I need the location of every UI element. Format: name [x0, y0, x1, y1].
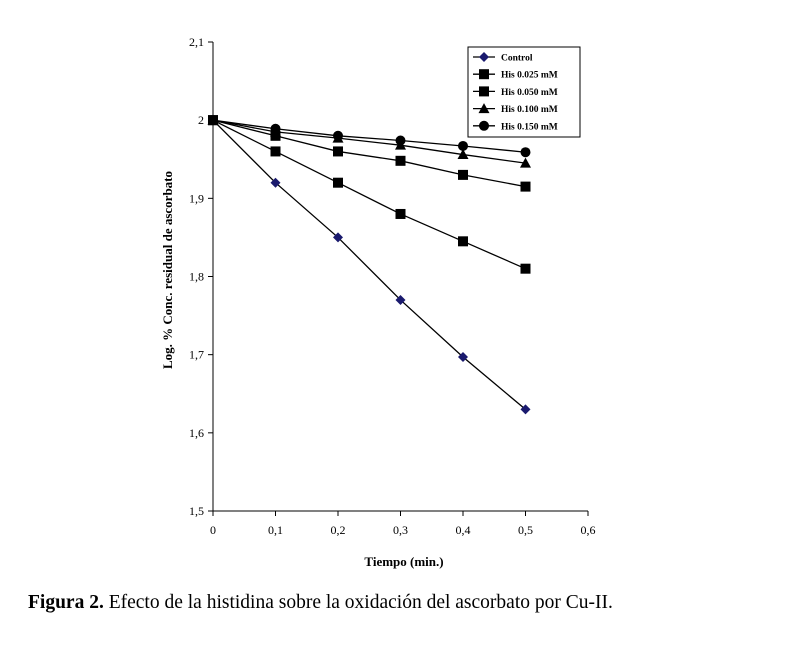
- data-point: [270, 123, 281, 134]
- data-point: [520, 263, 531, 274]
- data-point: [458, 169, 468, 180]
- legend-label: His 0.150 mM: [501, 122, 558, 132]
- series-line: [212, 119, 526, 153]
- data-point: [520, 181, 531, 192]
- line-chart: 1,5 1,6 1,7 1,8 1,9 2 2,1 0 0,1 0,2 0,3 0,4 0,5 0,6 C…: [160, 35, 596, 569]
- series-line: [212, 119, 526, 164]
- x-tick-label: 0,4: [456, 523, 471, 537]
- legend-entry: His 0.025 mM: [473, 69, 558, 81]
- data-point: [395, 135, 406, 146]
- y-tick-label: 1,8: [189, 270, 204, 284]
- data-point: [333, 232, 343, 243]
- data-point: [458, 236, 468, 247]
- data-point: [333, 146, 343, 157]
- legend-marker: [479, 120, 489, 131]
- y-axis-label: Log. % Conc. residual de ascorbato: [160, 171, 175, 369]
- y-tick-label: 1,9: [189, 191, 204, 205]
- series-line: [212, 119, 526, 188]
- plot-lines: [207, 114, 531, 415]
- data-point: [333, 130, 343, 141]
- data-point: [395, 294, 406, 305]
- data-point: [270, 177, 281, 188]
- x-tick-label: 0,6: [581, 523, 596, 537]
- y-tick-label: 1,5: [189, 504, 204, 518]
- data-point: [457, 149, 469, 160]
- data-point: [458, 140, 468, 151]
- y-tick-label: 1,7: [189, 348, 204, 362]
- legend: Control His 0.025 mM His 0.050 mM His 0.100…: [467, 46, 581, 138]
- legend-entry: His 0.050 mM: [473, 86, 558, 98]
- legend-marker: [479, 52, 489, 62]
- figure-caption: Figura 2. Efecto de la histidina sobre l…: [28, 592, 613, 614]
- x-tick-label: 0,3: [393, 523, 408, 537]
- legend-entry: His 0.150 mM: [473, 120, 558, 132]
- series-line: [212, 119, 526, 270]
- series-5: [208, 115, 531, 158]
- data-point: [395, 155, 406, 166]
- legend-label: His 0.025 mM: [501, 71, 558, 81]
- series-1: [208, 115, 531, 415]
- data-point: [520, 147, 531, 158]
- x-axis-label: Tiempo (min.): [364, 554, 443, 569]
- y-tick-label: 1,6: [189, 426, 204, 440]
- x-tick-label: 0: [210, 523, 216, 537]
- series-line: [212, 119, 526, 410]
- legend-label: His 0.100 mM: [501, 105, 558, 115]
- data-point: [270, 146, 281, 157]
- legend-marker: [478, 103, 490, 114]
- y-tick-label: 2: [198, 113, 204, 127]
- figure-caption-text: Efecto de la histidina sobre la oxidació…: [103, 592, 613, 613]
- legend-label: Control: [501, 54, 533, 64]
- legend-entry: His 0.100 mM: [473, 103, 558, 115]
- legend-entry: Control: [473, 52, 533, 64]
- data-point: [520, 404, 531, 415]
- y-tick-label: 2,1: [189, 35, 204, 49]
- data-point: [395, 208, 406, 219]
- series-2: [208, 115, 531, 274]
- x-tick-label: 0,2: [331, 523, 346, 537]
- data-point: [458, 352, 468, 363]
- x-tick-label: 0,1: [268, 523, 283, 537]
- legend-marker: [479, 86, 489, 97]
- data-point: [333, 177, 343, 188]
- data-point: [520, 157, 531, 168]
- axes: 1,5 1,6 1,7 1,8 1,9 2 2,1 0 0,1 0,2 0,3 0,4 0,5 0,6: [189, 35, 596, 537]
- legend-label: His 0.050 mM: [501, 88, 558, 98]
- data-point: [208, 115, 218, 126]
- x-tick-label: 0,5: [518, 523, 533, 537]
- figure-caption-label: Figura 2.: [28, 592, 104, 613]
- legend-marker: [479, 69, 489, 80]
